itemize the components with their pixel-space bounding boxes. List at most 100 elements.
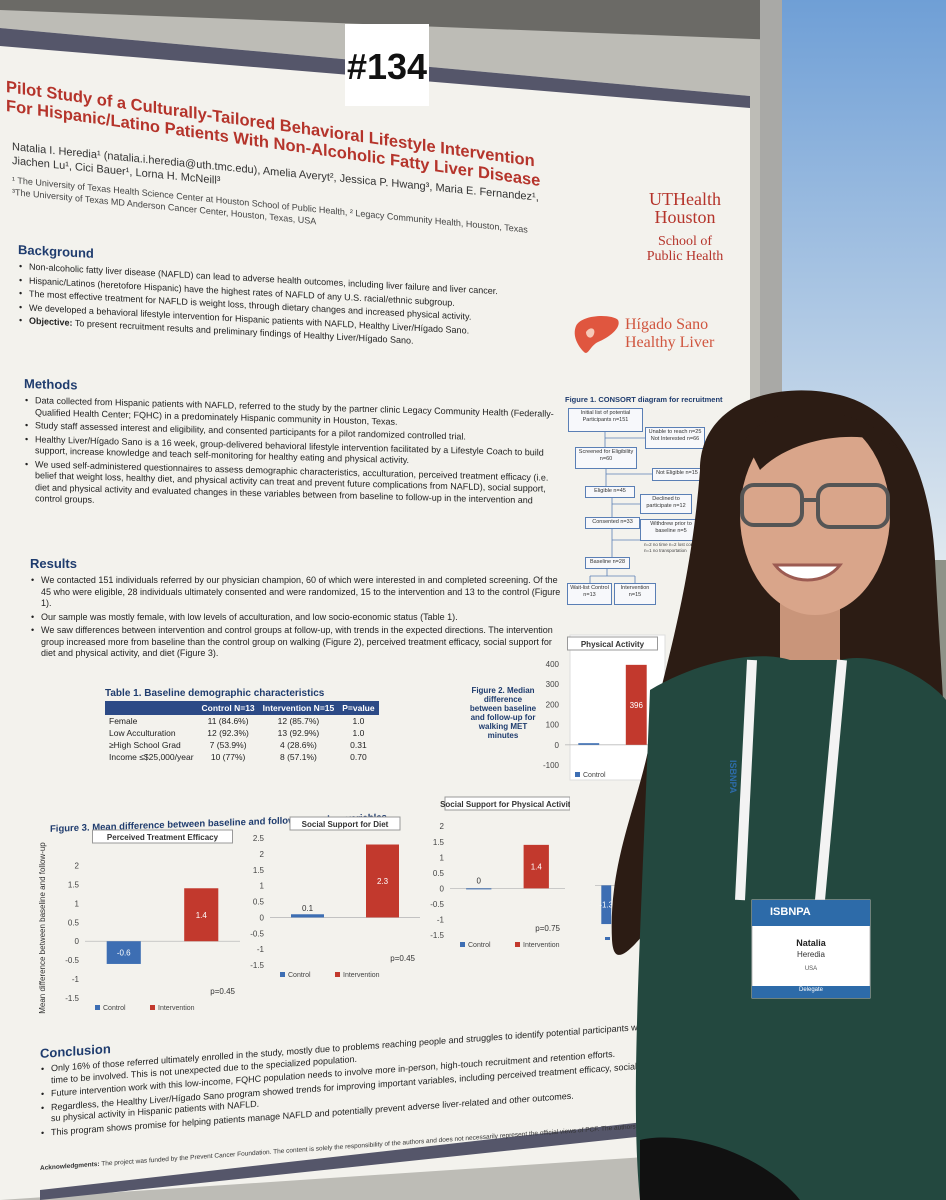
bar bbox=[366, 844, 399, 918]
p-value: p=0.45 bbox=[390, 954, 415, 963]
data-label: 2.3 bbox=[377, 877, 389, 886]
legend-swatch bbox=[95, 1005, 100, 1010]
y-tick-label: 1.5 bbox=[433, 838, 445, 847]
badge-header bbox=[752, 900, 870, 926]
consort-box: Screened for Eligibility n=60 bbox=[575, 447, 637, 469]
badge-footer bbox=[752, 986, 870, 998]
figure1-lines bbox=[589, 432, 652, 583]
table-cell: Income ≤$25,000/year bbox=[109, 752, 194, 762]
y-tick-label: -0.5 bbox=[65, 956, 79, 965]
y-tick-label: -0.5 bbox=[430, 900, 444, 909]
badge-country: USA bbox=[804, 966, 818, 972]
badge-org: ISBNPA bbox=[770, 906, 811, 918]
bar bbox=[625, 664, 647, 745]
glasses bbox=[740, 483, 890, 529]
bar bbox=[184, 888, 219, 942]
y-tick-label: 1 bbox=[260, 882, 265, 891]
table-cell: 0.31 bbox=[350, 740, 367, 750]
table-cell: 8 (57.1%) bbox=[280, 752, 317, 762]
y-tick-label: -100 bbox=[543, 761, 560, 770]
table-caption: Table 1. Baseline demographic characteri… bbox=[105, 688, 325, 699]
legend-label: Intervention bbox=[343, 972, 380, 979]
table-cell: 10 (77%) bbox=[210, 752, 246, 762]
chart-title-box bbox=[444, 796, 570, 811]
p-value: p=0.75 bbox=[535, 924, 560, 933]
chart-title: Social Support for Physical Activity bbox=[440, 800, 570, 809]
results-section: Results We contacted 151 individuals ref… bbox=[30, 556, 565, 662]
bar bbox=[106, 941, 141, 964]
legend-label: Control bbox=[103, 1005, 126, 1012]
y-tick-label: 1 bbox=[440, 853, 445, 862]
table-header-cell: P=value bbox=[338, 701, 379, 715]
y-tick-label: -1.5 bbox=[250, 961, 264, 970]
consort-box: Withdrew prior to baseline n=5 bbox=[640, 519, 702, 541]
bar bbox=[291, 914, 324, 918]
table-cell: 13 (92.9%) bbox=[277, 728, 320, 738]
y-tick-label: 400 bbox=[546, 660, 560, 669]
liver-shape bbox=[574, 316, 619, 353]
consort-box: Declined to participate n=12 bbox=[640, 494, 692, 514]
sign: #134 bbox=[346, 46, 428, 87]
chart-title: Physical Activity bbox=[581, 640, 645, 649]
y-tick-label: 2 bbox=[260, 850, 265, 859]
liver-icon bbox=[574, 316, 619, 353]
y-tick-label: 2.5 bbox=[253, 834, 265, 843]
data-label: 1.4 bbox=[531, 863, 543, 872]
legend-swatch bbox=[280, 972, 285, 977]
bar bbox=[578, 743, 600, 745]
table-header-cell: Intervention N=15 bbox=[258, 701, 339, 715]
y-tick-label: -1.5 bbox=[430, 931, 444, 940]
figure2-caption: Figure 2. Median difference between base… bbox=[469, 686, 537, 740]
figure2-chart: Physical Activity 400 300 200 100 0 -100 396 Con… bbox=[543, 636, 660, 779]
data-label: -1.3 bbox=[599, 901, 613, 910]
legend-swatch bbox=[460, 942, 465, 947]
chart-title: Perceived Treatment Efficacy bbox=[107, 833, 219, 842]
badge-role: Delegate bbox=[798, 987, 824, 993]
bullet: We contacted 151 individuals referred by… bbox=[30, 575, 565, 610]
y-tick-label: 2 bbox=[75, 862, 80, 871]
logo-text: School of bbox=[657, 234, 713, 249]
consort-box: Not Eligible n=15 bbox=[652, 468, 702, 481]
legend-label: Control bbox=[468, 942, 491, 949]
y-tick-label: 0 bbox=[260, 913, 265, 922]
legend-swatch bbox=[605, 937, 610, 940]
table-row: Female 11 (84.6%) 12 (85.7%) 1.0 bbox=[105, 715, 379, 727]
table-row: Income ≤$25,000/year 10 (77%) 8 (57.1%) 0.7… bbox=[105, 751, 379, 763]
table: Control N=13 Intervention N=15 P=value Fema… bbox=[105, 701, 379, 763]
table-cell: 12 (92.3%) bbox=[207, 728, 249, 738]
table-header-cell bbox=[105, 701, 198, 715]
y-tick-label: 1 bbox=[75, 899, 80, 908]
table-cell: 4 (28.6%) bbox=[280, 740, 317, 750]
y-tick-label: -1 bbox=[72, 975, 80, 984]
table-cell: Female bbox=[109, 716, 138, 726]
sign-card bbox=[345, 24, 429, 106]
bar bbox=[601, 885, 612, 925]
data-label: 0 bbox=[477, 876, 482, 885]
lanyard bbox=[735, 659, 847, 901]
figure3-chart: Social Support for Diet 2.5 2 1.5 1 0.5 0 -0.5 -… bbox=[250, 816, 420, 979]
hair-fringe bbox=[745, 411, 900, 470]
y-tick-label: 200 bbox=[546, 700, 560, 709]
y-tick-label: -1 bbox=[437, 915, 445, 924]
legend-label: Control bbox=[288, 972, 311, 979]
ceiling bbox=[0, 0, 780, 40]
table-cell: ≥High School Grad bbox=[109, 740, 181, 750]
table-cell: 1.0 bbox=[352, 728, 365, 738]
table1: Table 1. Baseline demographic characteri… bbox=[105, 688, 379, 763]
legend-swatch bbox=[515, 942, 520, 947]
logo-text: Houston bbox=[654, 207, 716, 227]
bar bbox=[523, 844, 549, 889]
bullet: We saw differences between intervention … bbox=[30, 625, 565, 660]
section-heading: Results bbox=[30, 556, 77, 571]
y-tick-label: 100 bbox=[546, 721, 560, 730]
y-tick-label: 2 bbox=[440, 822, 445, 831]
consort-box: Eligible n=45 bbox=[585, 486, 635, 498]
table-cell: 12 (85.7%) bbox=[277, 716, 320, 726]
bullet: Our sample was mostly female, with low l… bbox=[30, 612, 565, 624]
table-cell: 0.70 bbox=[350, 752, 367, 762]
figure1-caption: Figure 1. CONSORT diagram for recruitmen… bbox=[565, 395, 723, 404]
y-tick-label: -0.5 bbox=[250, 929, 264, 938]
chart-title-box bbox=[567, 636, 658, 651]
